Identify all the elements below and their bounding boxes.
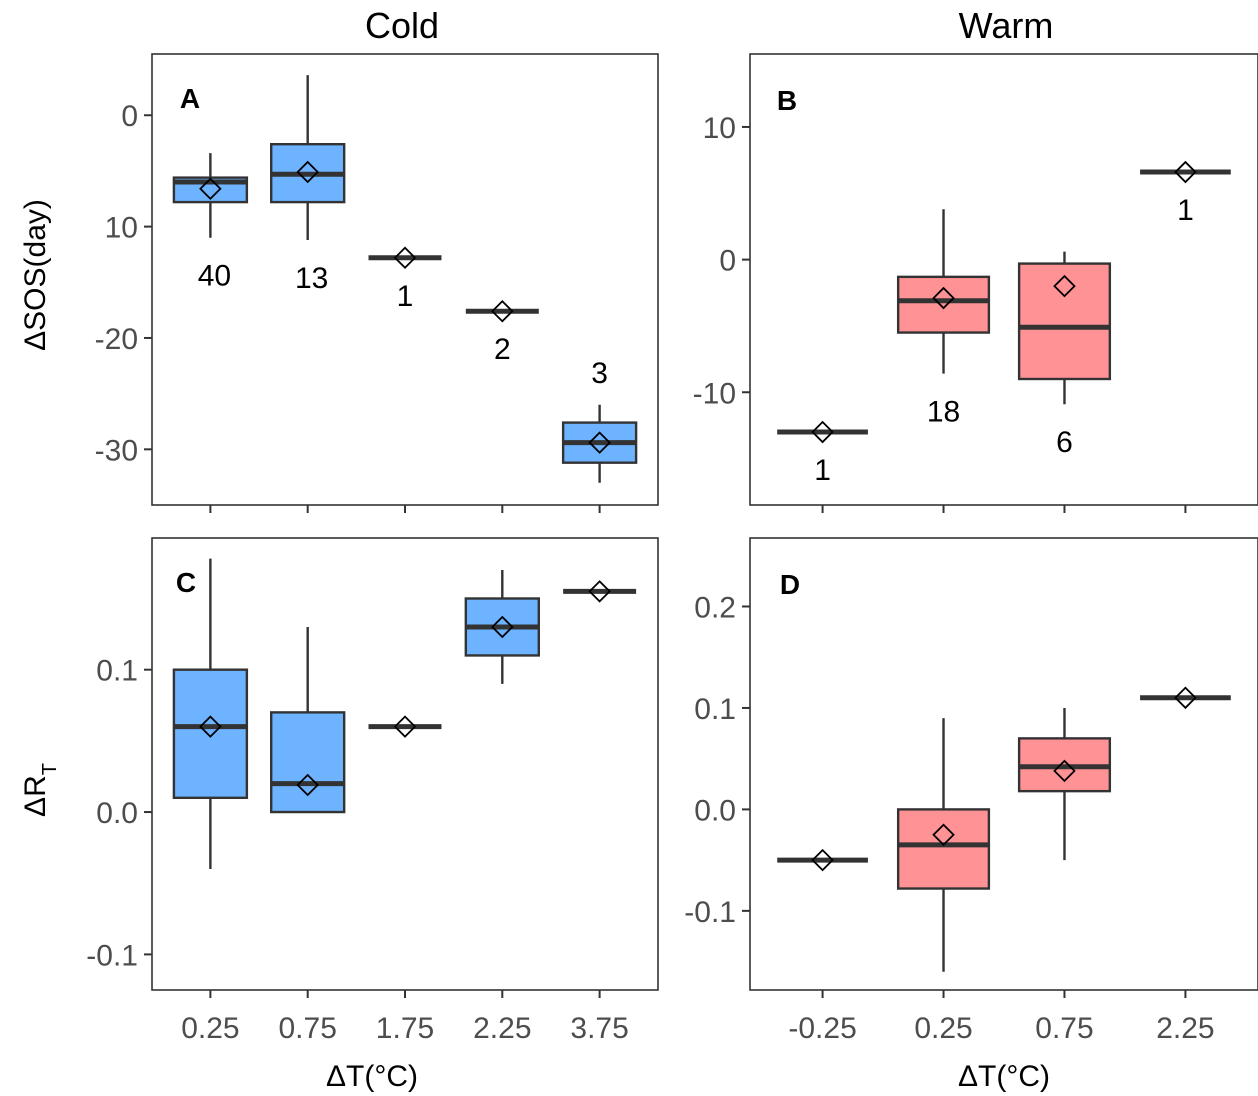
box-0.25: 40	[172, 153, 249, 293]
x-tick-label: 2.25	[473, 1012, 531, 1045]
y-tick-label: -0.1	[684, 896, 736, 929]
mean-marker	[1174, 160, 1197, 184]
box-0.75	[1017, 707, 1112, 861]
panel-b: 10 0 -10 B 1 18 6 1	[693, 53, 1258, 513]
panel-frame	[749, 537, 1258, 991]
count-label: 6	[1056, 426, 1073, 459]
count-label: 1	[1177, 194, 1194, 227]
box-0.25	[896, 718, 991, 972]
box-body	[1017, 262, 1112, 381]
panel-frame	[749, 53, 1258, 506]
box-2.25: 2	[465, 299, 539, 366]
mean-marker	[393, 246, 417, 270]
x-tick-label: 0.25	[914, 1012, 972, 1045]
panel-c: 0.1 0.0 -0.1 0.25 0.75 1.75 2.25 3.75 C	[86, 537, 659, 1045]
panel-label: D	[780, 569, 800, 600]
x-tick-label: 3.75	[570, 1012, 628, 1045]
mean-marker	[588, 431, 611, 454]
x-tick-label: -0.25	[788, 1012, 856, 1045]
y-axis-title-bottom: ΔRT	[19, 763, 61, 817]
box-3.75	[563, 580, 637, 603]
panel-d: 0.2 0.1 0.0 -0.1 -0.25 0.25 0.75 2.25 D	[684, 537, 1258, 1045]
mean-marker	[811, 848, 834, 872]
panel-label: A	[180, 83, 200, 114]
box-1.75	[368, 715, 442, 738]
mean-marker	[491, 615, 514, 639]
count-label: 13	[295, 262, 328, 295]
y-axis-title-top: ΔSOS(day)	[19, 199, 52, 351]
box-body	[172, 668, 249, 800]
box--0.25	[777, 848, 868, 872]
y-tick-label: 0.1	[96, 655, 138, 688]
box-2.25	[464, 570, 540, 684]
box-3.75: 3	[561, 357, 638, 483]
box-0.75: 13	[270, 75, 346, 295]
y-axis-title-bottom-main: ΔR	[19, 775, 52, 817]
x-tick-label: 1.75	[376, 1012, 434, 1045]
y-tick-label: -30	[95, 434, 138, 467]
mean-marker	[932, 286, 955, 310]
y-tick-label: 0	[121, 100, 138, 133]
y-tick-label: 10	[105, 212, 138, 245]
y-tick-label: 10	[703, 112, 736, 145]
box-1.75: 1	[368, 246, 442, 313]
y-axis-title-bottom-sub: T	[39, 763, 61, 775]
y-tick-label: 0.2	[694, 591, 736, 624]
x-tick-label: 0.75	[278, 1012, 336, 1045]
x-tick-label: 2.25	[1156, 1012, 1214, 1045]
box-2.25: 1	[1140, 160, 1231, 227]
count-label: 18	[927, 396, 960, 429]
y-tick-label: 0	[719, 245, 736, 278]
box-2.25	[1140, 686, 1231, 710]
count-label: 40	[198, 260, 231, 293]
mean-marker	[932, 823, 955, 847]
count-label: 2	[494, 333, 511, 366]
count-label: 1	[397, 280, 414, 313]
y-tick-label: -0.1	[86, 939, 138, 972]
mean-marker	[393, 715, 417, 738]
panel-a: 0 10 -20 -30 A 40 13 1 2 3	[95, 53, 659, 513]
x-tick-label: 0.75	[1035, 1012, 1093, 1045]
box-0.25	[172, 558, 249, 869]
box--0.25: 1	[777, 420, 868, 487]
y-tick-label: 0.0	[694, 794, 736, 827]
box-body	[896, 275, 991, 334]
y-tick-label: 0.1	[694, 693, 736, 726]
box-0.75: 6	[1017, 251, 1112, 459]
mean-marker	[199, 177, 222, 201]
box-0.25: 18	[896, 209, 991, 429]
mean-marker	[588, 580, 611, 603]
mean-marker	[199, 715, 222, 738]
count-label: 3	[591, 357, 608, 390]
mean-marker	[296, 773, 319, 797]
mean-marker	[1053, 759, 1076, 783]
mean-marker	[811, 420, 834, 444]
count-label: 1	[814, 454, 831, 487]
panel-label: C	[176, 567, 196, 598]
box-0.75	[270, 626, 346, 814]
box-body	[270, 711, 346, 814]
mean-marker	[296, 160, 319, 184]
y-tick-label: -20	[95, 323, 138, 356]
y-tick-label: 0.0	[96, 797, 138, 830]
mean-marker	[1053, 274, 1076, 298]
x-axis-title-left: ΔT(°C)	[326, 1060, 418, 1093]
mean-marker	[1174, 686, 1197, 710]
panel-label: B	[777, 85, 797, 116]
x-tick-label: 0.25	[181, 1012, 239, 1045]
box-body	[896, 808, 991, 890]
x-axis-title-right: ΔT(°C)	[958, 1060, 1050, 1093]
mean-marker	[491, 299, 514, 323]
y-tick-label: -10	[693, 377, 736, 410]
column-title-cold: Cold	[365, 5, 439, 46]
column-title-warm: Warm	[959, 5, 1054, 46]
